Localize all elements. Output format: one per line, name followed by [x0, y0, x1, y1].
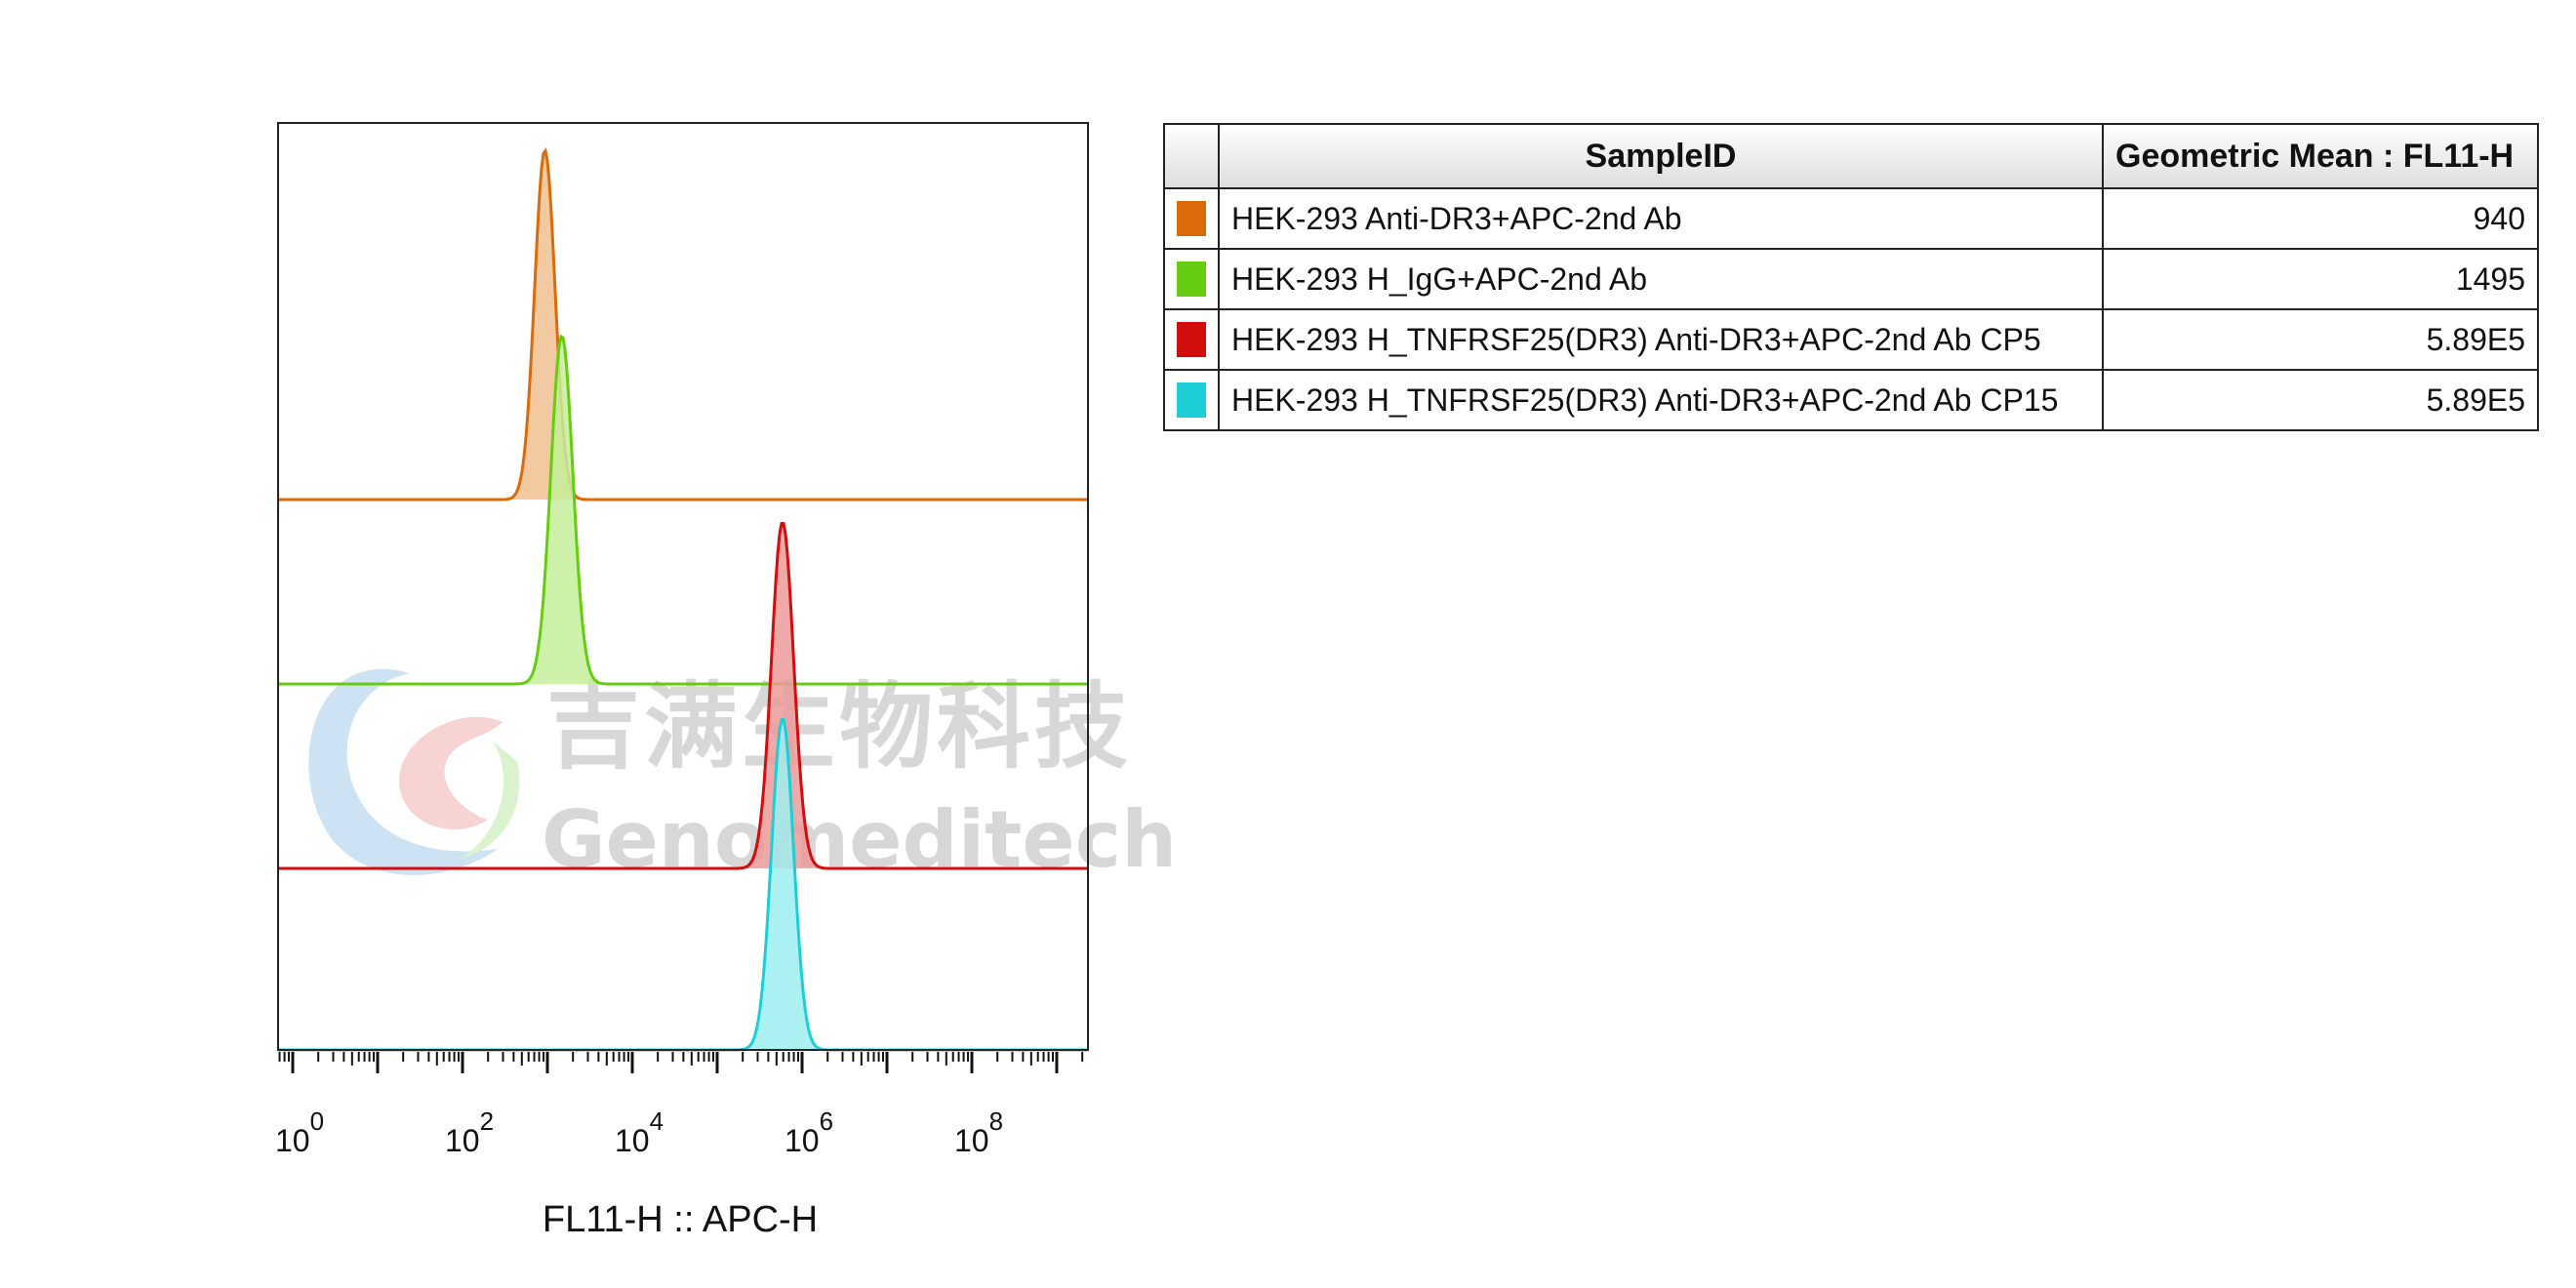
legend-header-swatch [1163, 123, 1220, 189]
x-axis-tick-label: 104 [615, 1107, 664, 1158]
histogram-area [278, 336, 1088, 684]
x-axis-tick-label: 100 [275, 1107, 324, 1158]
watermark-logo [308, 668, 520, 875]
legend-sample-name: HEK-293 H_TNFRSF25(DR3) Anti-DR3+APC-2nd… [1218, 308, 2104, 371]
plot-frame [277, 122, 1089, 1051]
x-axis-tick-label: 108 [954, 1107, 1003, 1158]
x-axis-ticks [278, 1052, 1084, 1073]
legend-swatch [1177, 382, 1206, 418]
legend-header-geometric-mean: Geometric Mean : FL11-H [2102, 123, 2539, 189]
histogram-series [278, 334, 1088, 686]
legend-sample-name: HEK-293 Anti-DR3+APC-2nd Ab [1218, 187, 2104, 250]
x-axis-tick-label: 106 [785, 1107, 833, 1158]
x-axis-label: FL11-H :: APC-H [543, 1199, 818, 1240]
histogram-series [278, 521, 1088, 870]
watermark: 吉满生物科技 Genomeditech [308, 668, 1177, 885]
watermark-english-text: Genomeditech [542, 794, 1177, 885]
legend-header-sampleid: SampleID [1218, 123, 2104, 189]
legend-swatch [1177, 262, 1206, 297]
legend-geometric-mean: 5.89E5 [2102, 369, 2539, 431]
legend-row: HEK-293 H_TNFRSF25(DR3) Anti-DR3+APC-2nd… [1163, 308, 2539, 371]
watermark-chinese-text: 吉满生物科技 [546, 672, 1132, 782]
legend-swatch [1177, 322, 1206, 357]
legend-swatch [1177, 201, 1206, 236]
legend-row: HEK-293 H_IgG+APC-2nd Ab 1495 [1163, 248, 2539, 310]
histogram-series [278, 147, 1088, 502]
histogram-line [278, 334, 1088, 686]
legend-row: HEK-293 H_TNFRSF25(DR3) Anti-DR3+APC-2nd… [1163, 369, 2539, 431]
histogram-area [278, 150, 1088, 501]
legend-sample-name: HEK-293 H_TNFRSF25(DR3) Anti-DR3+APC-2nd… [1218, 369, 2104, 431]
legend-geometric-mean: 1495 [2102, 248, 2539, 310]
histogram-line [278, 521, 1088, 870]
x-axis-tick-labels: 100 102 104 106 108 [275, 1107, 1003, 1158]
legend-table: SampleID Geometric Mean : FL11-H HEK-293… [1163, 123, 2539, 431]
x-axis-tick-label: 102 [445, 1107, 494, 1158]
legend-row: HEK-293 Anti-DR3+APC-2nd Ab 940 [1163, 187, 2539, 250]
series-layer [278, 147, 1088, 1052]
legend-geometric-mean: 940 [2102, 187, 2539, 250]
legend-geometric-mean: 5.89E5 [2102, 308, 2539, 371]
legend-sample-name: HEK-293 H_IgG+APC-2nd Ab [1218, 248, 2104, 310]
legend-header-row: SampleID Geometric Mean : FL11-H [1163, 123, 2539, 189]
histogram-line [278, 147, 1088, 502]
